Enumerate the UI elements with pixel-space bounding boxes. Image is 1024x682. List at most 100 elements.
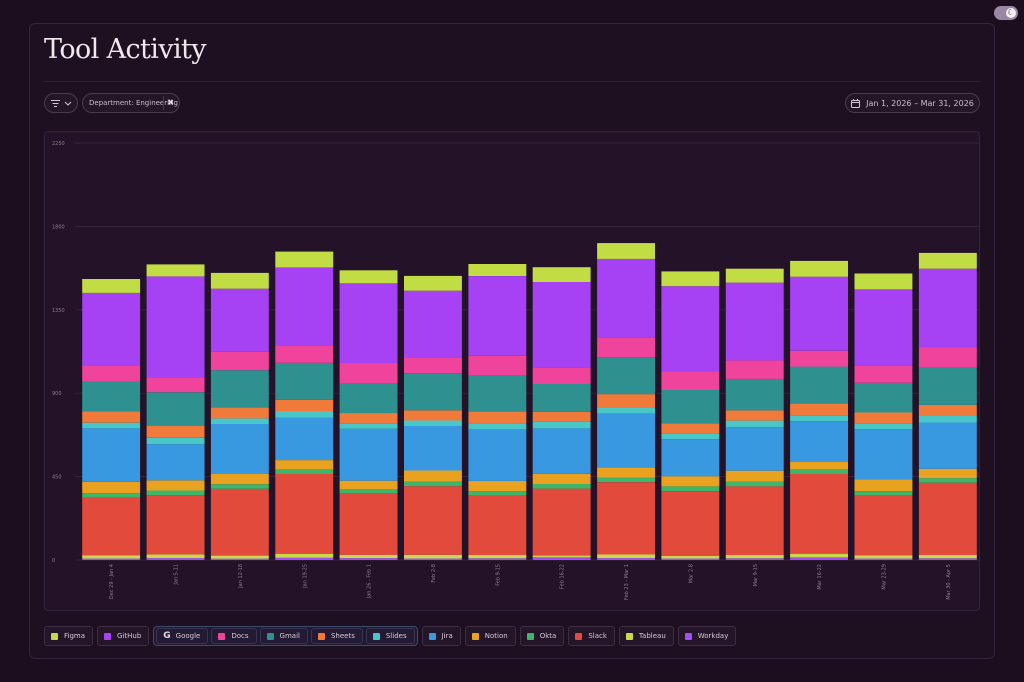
bar-segment-tableau-11[interactable]: [790, 553, 848, 558]
theme-toggle[interactable]: ☾: [994, 6, 1018, 20]
bar-segment-jira-11[interactable]: [790, 421, 848, 462]
bar-segment-notion-4[interactable]: [339, 480, 398, 489]
bar-segment-docs-10[interactable]: [725, 360, 784, 379]
bar-segment-figma-5[interactable]: [404, 275, 462, 291]
bar-segment-workday-1[interactable]: [146, 558, 205, 560]
bar-segment-figma-11[interactable]: [790, 260, 848, 277]
bar-segment-notion-11[interactable]: [790, 462, 848, 470]
bar-segment-figma-10[interactable]: [725, 268, 784, 283]
bar-segment-github-11[interactable]: [790, 276, 848, 351]
bar-segment-slack-3[interactable]: [275, 474, 334, 554]
bar-segment-sheets-3[interactable]: [275, 399, 334, 411]
bar-segment-slack-5[interactable]: [404, 486, 462, 555]
bar-segment-okta-4[interactable]: [339, 489, 398, 494]
bar-segment-okta-7[interactable]: [532, 484, 591, 489]
bar-segment-github-12[interactable]: [854, 289, 913, 366]
bar-segment-github-3[interactable]: [275, 267, 334, 346]
bar-segment-github-7[interactable]: [532, 282, 591, 368]
bar-segment-gmail-7[interactable]: [532, 383, 591, 412]
bar-segment-notion-3[interactable]: [275, 460, 334, 470]
bar-segment-tableau-13[interactable]: [918, 555, 977, 559]
bar-segment-notion-2[interactable]: [210, 474, 269, 485]
bar-segment-gmail-11[interactable]: [790, 366, 848, 404]
bar-segment-sheets-0[interactable]: [82, 411, 141, 423]
bar-segment-figma-1[interactable]: [146, 264, 205, 277]
bar-segment-docs-1[interactable]: [146, 377, 205, 393]
bar-segment-slides-4[interactable]: [339, 423, 398, 429]
bar-segment-docs-4[interactable]: [339, 363, 398, 384]
bar-segment-sheets-8[interactable]: [597, 394, 655, 408]
bar-segment-gmail-10[interactable]: [725, 378, 784, 411]
bar-segment-github-4[interactable]: [339, 283, 398, 363]
legend-item-okta[interactable]: Okta: [519, 626, 565, 646]
bar-segment-slides-13[interactable]: [918, 416, 977, 423]
bar-segment-tableau-1[interactable]: [146, 554, 205, 559]
bar-segment-slides-8[interactable]: [597, 407, 655, 414]
bar-segment-workday-4[interactable]: [339, 558, 398, 560]
bar-segment-okta-1[interactable]: [146, 490, 205, 496]
bar-segment-slides-2[interactable]: [210, 418, 269, 424]
bar-segment-okta-6[interactable]: [468, 491, 527, 496]
bar-segment-tableau-7[interactable]: [532, 555, 591, 558]
bar-segment-jira-4[interactable]: [339, 428, 398, 481]
bar-segment-jira-6[interactable]: [468, 429, 527, 481]
bar-segment-jira-12[interactable]: [854, 429, 913, 480]
bar-segment-okta-2[interactable]: [210, 484, 269, 489]
bar-segment-docs-13[interactable]: [918, 347, 977, 368]
bar-segment-workday-12[interactable]: [854, 558, 913, 561]
bar-segment-workday-3[interactable]: [275, 557, 334, 560]
bar-segment-slack-10[interactable]: [725, 486, 784, 555]
bar-segment-gmail-1[interactable]: [146, 392, 205, 426]
bar-segment-slack-7[interactable]: [532, 488, 591, 556]
bar-segment-slack-12[interactable]: [854, 495, 913, 556]
bar-segment-slack-9[interactable]: [661, 491, 720, 556]
bar-segment-figma-3[interactable]: [275, 251, 334, 268]
bar-segment-jira-2[interactable]: [210, 424, 269, 474]
bar-segment-jira-8[interactable]: [597, 413, 655, 468]
bar-segment-jira-0[interactable]: [82, 428, 141, 482]
bar-segment-notion-0[interactable]: [82, 482, 141, 494]
bar-segment-okta-11[interactable]: [790, 469, 848, 474]
bar-segment-gmail-12[interactable]: [854, 382, 913, 413]
bar-segment-docs-2[interactable]: [210, 351, 269, 371]
bar-segment-notion-10[interactable]: [725, 470, 784, 482]
bar-segment-slack-13[interactable]: [918, 482, 977, 555]
legend-item-slides[interactable]: Slides: [365, 628, 415, 644]
bar-segment-okta-0[interactable]: [82, 493, 141, 498]
bar-segment-notion-7[interactable]: [532, 473, 591, 484]
bar-segment-workday-9[interactable]: [661, 558, 720, 561]
bar-segment-slack-11[interactable]: [790, 474, 848, 554]
bar-segment-tableau-2[interactable]: [210, 555, 269, 559]
bar-segment-gmail-0[interactable]: [82, 381, 141, 412]
date-range-button[interactable]: Jan 1, 2026 – Mar 31, 2026: [845, 93, 980, 113]
close-icon[interactable]: ✖: [167, 98, 174, 107]
bar-segment-tableau-9[interactable]: [661, 555, 720, 559]
bar-segment-slack-8[interactable]: [597, 482, 655, 555]
bar-segment-tableau-5[interactable]: [404, 554, 462, 559]
bar-segment-jira-10[interactable]: [725, 427, 784, 471]
bar-segment-jira-9[interactable]: [661, 439, 720, 477]
bar-segment-slides-12[interactable]: [854, 423, 913, 430]
bar-segment-workday-13[interactable]: [918, 558, 977, 560]
bar-segment-sheets-1[interactable]: [146, 425, 205, 438]
legend-item-google[interactable]: G Google: [156, 628, 209, 644]
bar-segment-slack-1[interactable]: [146, 495, 205, 555]
bar-segment-workday-11[interactable]: [790, 557, 848, 560]
bar-segment-okta-10[interactable]: [725, 481, 784, 487]
bar-segment-github-0[interactable]: [82, 292, 141, 366]
bar-segment-workday-10[interactable]: [725, 558, 784, 560]
legend-item-slack[interactable]: Slack: [568, 626, 615, 646]
bar-segment-figma-7[interactable]: [532, 267, 591, 282]
bar-segment-notion-1[interactable]: [146, 480, 205, 491]
legend-item-tableau[interactable]: Tableau: [618, 626, 674, 646]
bar-segment-slides-1[interactable]: [146, 437, 205, 445]
filter-button[interactable]: [44, 93, 78, 113]
department-filter-chip[interactable]: Department: Engineering ✖: [82, 93, 180, 113]
bar-segment-docs-12[interactable]: [854, 365, 913, 383]
bar-segment-docs-11[interactable]: [790, 350, 848, 367]
bar-segment-sheets-12[interactable]: [854, 412, 913, 424]
bar-segment-notion-5[interactable]: [404, 470, 462, 482]
bar-segment-jira-13[interactable]: [918, 422, 977, 469]
legend-item-github[interactable]: GitHub: [97, 626, 150, 646]
bar-segment-slides-0[interactable]: [82, 422, 141, 429]
